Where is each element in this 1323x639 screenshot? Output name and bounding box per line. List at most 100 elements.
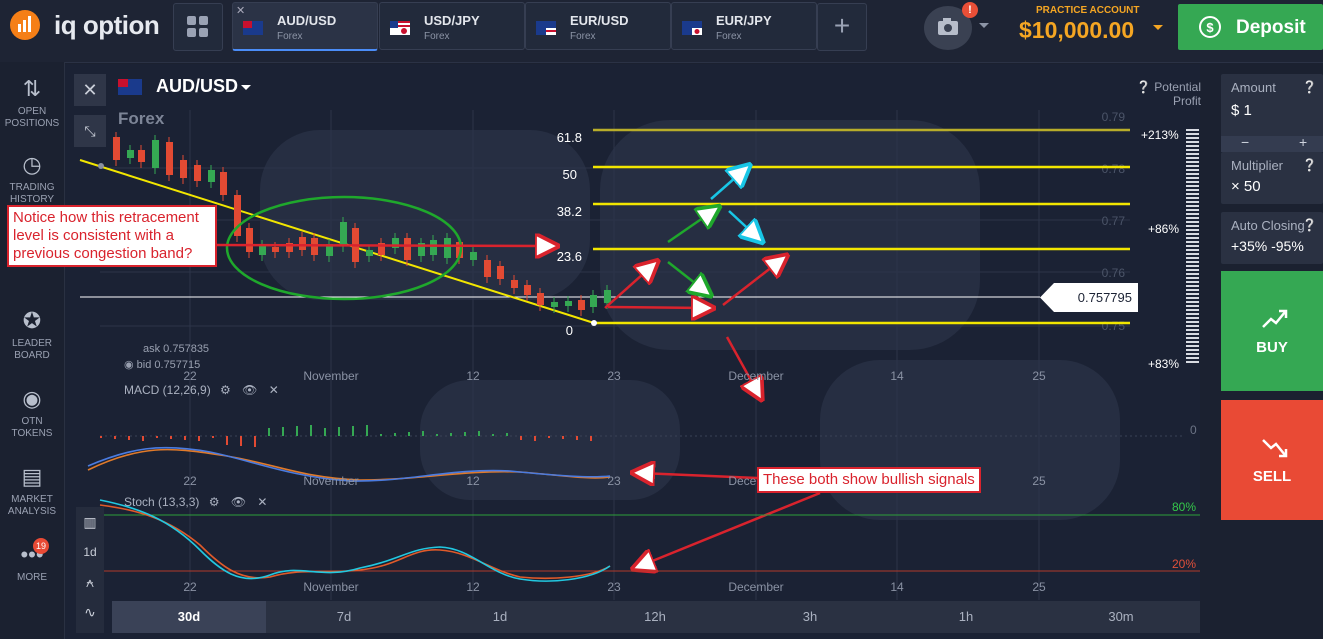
chevron-down-icon[interactable] <box>978 22 990 30</box>
profit-level: +213% <box>1141 128 1179 142</box>
candle <box>404 238 411 260</box>
annotation-arrows <box>211 245 821 566</box>
eye-icon[interactable]: 👁 <box>242 383 258 397</box>
left-nav: ⇅ OPEN POSITIONS ◷ TRADING HISTORY ✪ LEA… <box>0 62 65 639</box>
macd-histogram <box>100 425 592 447</box>
candle-period-button[interactable]: 1d <box>83 545 97 559</box>
minus-button[interactable]: − <box>1241 134 1250 150</box>
nav-trading-history[interactable]: ◷ TRADING HISTORY <box>0 152 64 206</box>
candles-icon[interactable]: ▥ <box>83 514 97 530</box>
candle <box>565 301 572 306</box>
nav-leader-board[interactable]: ✪ LEADER BOARD <box>0 308 64 362</box>
multiplier-field[interactable]: Multiplier ❔ × 50 <box>1221 152 1323 204</box>
eye-icon[interactable]: 👁 <box>230 495 247 509</box>
tab-pair: EUR/USD <box>570 13 629 28</box>
nav-otn-tokens[interactable]: ◉ OTN TOKENS <box>0 386 64 440</box>
nav-label: OPEN POSITIONS <box>4 106 60 129</box>
tf-30d[interactable]: 30d <box>112 601 266 633</box>
tf-1d[interactable]: 1d <box>492 609 508 624</box>
macd-bar <box>114 436 116 439</box>
macd-bar <box>212 436 214 438</box>
camera-icon <box>938 18 958 35</box>
settings-icon[interactable]: ⚙ <box>208 495 220 509</box>
asset-grid-button[interactable] <box>173 3 223 51</box>
sell-button[interactable]: SELL <box>1221 400 1323 520</box>
macd-label: MACD (12,26,9) ⚙ 👁 ✕ <box>124 383 279 397</box>
help-icon[interactable]: ❔ <box>1136 80 1155 94</box>
help-icon[interactable]: ❔ <box>1302 80 1317 94</box>
tf-30m[interactable]: 30m <box>1108 609 1134 624</box>
tab-pair: EUR/JPY <box>716 13 772 28</box>
plus-button[interactable]: + <box>1299 134 1308 150</box>
drawing-tool-icon[interactable]: ⍲ <box>85 574 95 590</box>
help-icon[interactable]: ❔ <box>1302 218 1317 232</box>
tab-pair: USD/JPY <box>424 13 480 28</box>
amount-value[interactable]: $ 1 <box>1231 102 1252 119</box>
stoch-slow-line <box>99 504 611 580</box>
amount-field[interactable]: Amount ❔ $ 1 − + <box>1221 74 1323 152</box>
asset-chevron-icon[interactable] <box>240 84 252 92</box>
help-icon[interactable]: ❔ <box>1302 158 1317 172</box>
nav-label: TRADING HISTORY <box>9 182 55 205</box>
auto-closing-field[interactable]: Auto Closing ❔ +35% -95% <box>1221 212 1323 264</box>
svg-text:November: November <box>303 580 358 594</box>
tab-usd-jpy[interactable]: USD/JPY Forex <box>379 2 525 50</box>
date-tick: 23 <box>607 369 621 383</box>
nav-label: LEADER BOARD <box>11 338 52 361</box>
tf-12h[interactable]: 12h <box>644 609 666 624</box>
candle <box>166 142 173 175</box>
multiplier-value: × 50 <box>1231 178 1261 195</box>
chart-down-icon <box>1262 439 1288 458</box>
candle <box>208 170 215 182</box>
nav-more[interactable]: ••• MORE 19 <box>0 538 64 584</box>
balance-chevron-icon[interactable] <box>1152 24 1164 32</box>
candle <box>272 247 279 252</box>
asset-selector[interactable]: AUD/USD <box>156 76 239 96</box>
account-balance[interactable]: $10,000.00 <box>1019 17 1135 43</box>
price-tick: 0.79 <box>1102 110 1126 124</box>
candle <box>138 150 145 162</box>
close-icon[interactable]: ✕ <box>257 495 268 509</box>
tab-aud-usd[interactable]: ✕ AUD/USD Forex <box>232 2 378 51</box>
settings-icon[interactable]: ⚙ <box>220 383 231 397</box>
trade-panel: Amount ❔ $ 1 − + Multiplier ❔ × 50 Auto … <box>1214 64 1323 639</box>
candle <box>113 137 120 160</box>
candle <box>378 243 385 255</box>
close-icon[interactable]: ✕ <box>268 383 279 397</box>
close-chart-button[interactable]: ✕ <box>74 74 106 106</box>
profit-ruler <box>1186 129 1199 363</box>
collapse-chart-button[interactable]: ⤡ <box>74 115 106 147</box>
tab-eur-jpy[interactable]: EUR/JPY Forex <box>671 2 817 50</box>
indicators-icon[interactable]: ∿ <box>84 604 96 620</box>
tf-7d[interactable]: 7d <box>336 609 352 624</box>
candle <box>326 244 333 256</box>
au-us-flag-icon <box>118 79 142 95</box>
price-chart[interactable]: 0.79 0.78 0.77 0.76 0.75 61.8 50 38.2 23… <box>65 64 1200 639</box>
tf-3h[interactable]: 3h <box>802 609 818 624</box>
add-tab-button[interactable]: + <box>817 3 867 51</box>
stoch-20-label: 20% <box>1172 557 1197 571</box>
medal-icon: ✪ <box>22 308 42 333</box>
tab-eur-usd[interactable]: EUR/USD Forex <box>525 2 671 50</box>
tf-1h[interactable]: 1h <box>958 609 974 624</box>
macd-bar <box>142 436 144 441</box>
svg-text:12: 12 <box>466 474 480 488</box>
buy-button[interactable]: BUY <box>1221 271 1323 391</box>
nav-market-analysis[interactable]: ▤ MARKET ANALYSIS <box>0 464 64 518</box>
quote-box: ask 0.757835 ◉ bid 0.757715 <box>124 343 209 371</box>
nav-label: MARKET ANALYSIS <box>7 494 57 517</box>
macd-bar <box>408 432 410 436</box>
info-icon: ◉ <box>124 359 137 371</box>
deposit-button[interactable]: $ Deposit <box>1178 4 1323 50</box>
date-tick: 12 <box>466 369 480 383</box>
chart-up-icon <box>1262 309 1288 328</box>
macd-bar <box>128 436 130 440</box>
fib-anchor <box>98 163 104 169</box>
candle <box>259 245 266 255</box>
nav-open-positions[interactable]: ⇅ OPEN POSITIONS <box>0 76 64 130</box>
candle <box>286 243 293 252</box>
candle <box>511 280 518 288</box>
candle <box>470 252 477 260</box>
close-tab-icon[interactable]: ✕ <box>236 5 246 17</box>
auto-closing-value: +35% -95% <box>1231 238 1304 254</box>
